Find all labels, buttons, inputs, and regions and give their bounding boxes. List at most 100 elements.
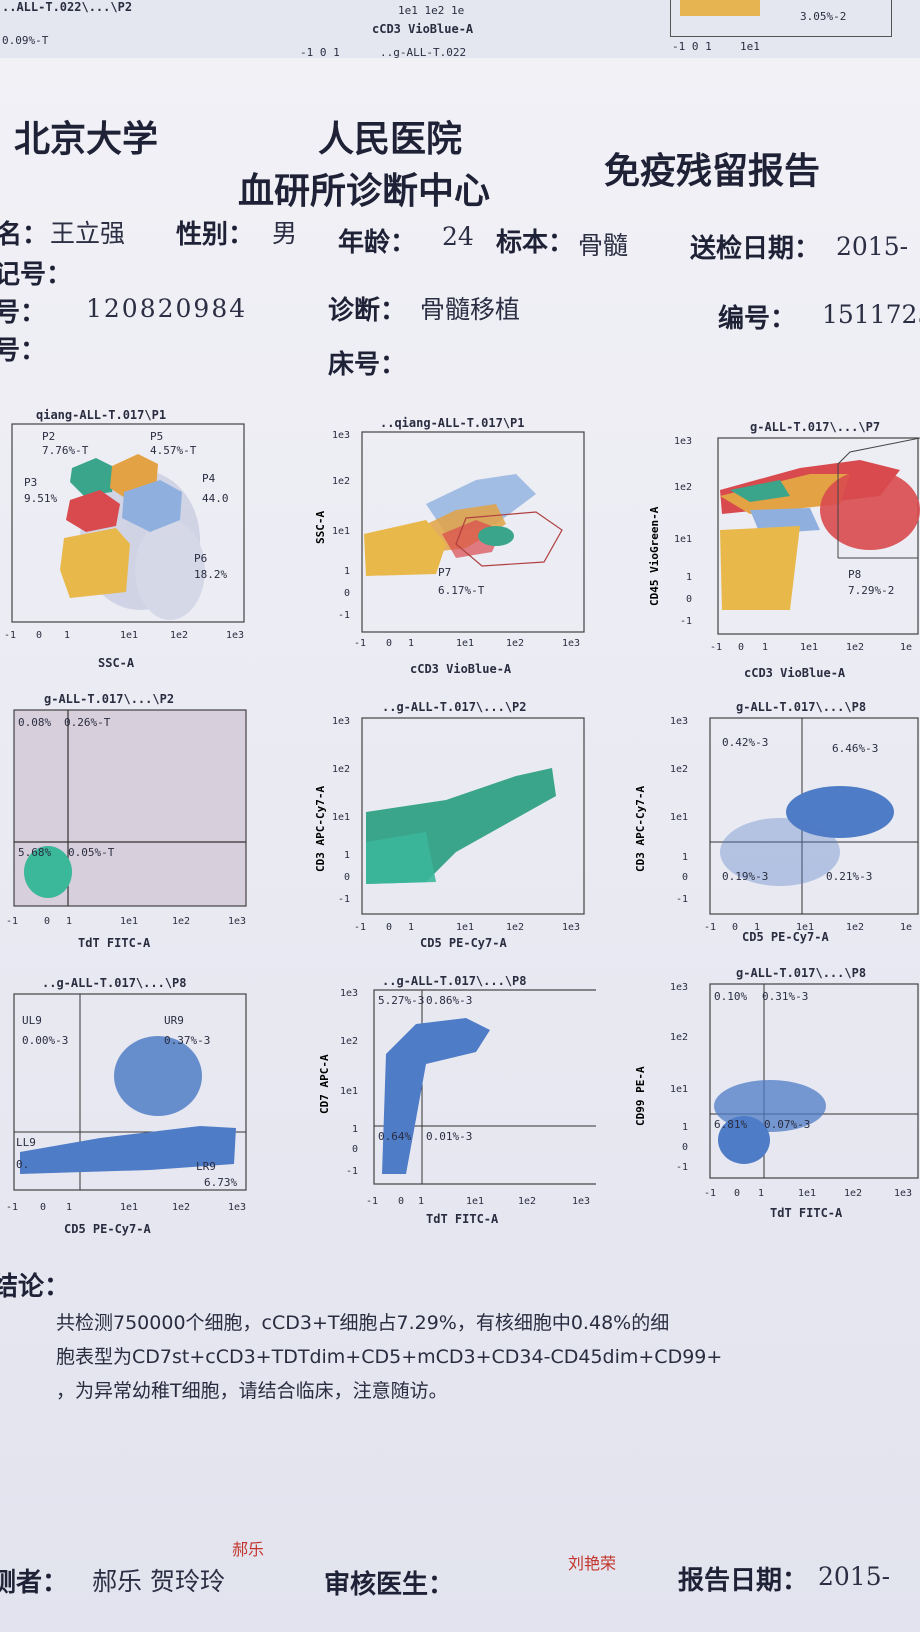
underlying-plot-frame	[670, 0, 892, 37]
plot-7-xlabel: CD5 PE-Cy7-A	[64, 1222, 151, 1236]
plot-6-ann-ul: 0.42%-3	[722, 736, 768, 749]
svg-text:-1: -1	[710, 642, 722, 653]
patient-gender: 男	[272, 219, 298, 248]
plot-8-ann-ul: 5.27%-3	[378, 994, 424, 1007]
svg-text:1e2: 1e2	[332, 476, 350, 487]
plot-6-xlabel: CD5 PE-Cy7-A	[742, 930, 829, 944]
plot-7-ann-ll9-pct: 0.	[16, 1158, 29, 1171]
plot-7-upper-cluster	[114, 1036, 202, 1116]
svg-text:-1: -1	[346, 1166, 358, 1177]
svg-text:1e2: 1e2	[670, 764, 688, 775]
underlying-plot-fragment	[680, 0, 760, 16]
svg-text:1e1: 1e1	[796, 922, 814, 933]
plot-8-population	[382, 1018, 490, 1174]
plot-1-gate-p2	[70, 458, 116, 496]
svg-text:1: 1	[344, 850, 350, 861]
underlying-tick-right: -1 0 1	[672, 40, 712, 53]
underlying-tick-left: -1 0 1	[300, 46, 340, 59]
plot-7-x-ticks: -1 0 1 1e1 1e2 1e3	[6, 1202, 246, 1213]
svg-text:0: 0	[344, 588, 350, 599]
plot-6-frame	[709, 717, 919, 915]
report-date: 2015-	[818, 1562, 891, 1591]
plot-1-x-ticks: -1 0 1 1e1 1e2 1e3	[4, 630, 244, 641]
svg-text:1e2: 1e2	[670, 1032, 688, 1043]
reviewer-label: 审核医生：	[324, 1570, 455, 1600]
plot-7-ann-lr9-pct: 6.73%	[204, 1176, 237, 1189]
svg-text:1e1: 1e1	[120, 630, 138, 641]
svg-text:1e3: 1e3	[670, 716, 688, 727]
svg-text:0: 0	[344, 872, 350, 883]
svg-text:1e3: 1e3	[674, 436, 692, 447]
svg-text:-1: -1	[680, 616, 692, 627]
plot-5-title: ..g-ALL-T.017\...\P2	[382, 700, 527, 714]
svg-text:1e3: 1e3	[894, 1188, 912, 1199]
svg-text:-1: -1	[366, 1196, 378, 1207]
underlying-plot-title: ..ALL-T.022\...\P2	[2, 0, 133, 14]
svg-text:1e2: 1e2	[518, 1196, 536, 1207]
plot-2-ylabel: SSC-A	[314, 511, 327, 544]
submit-date-label: 送检日期：	[690, 234, 821, 264]
plot-4-ann-ul: 0.08%	[18, 716, 51, 729]
plot-4-title: g-ALL-T.017\...\P2	[44, 692, 175, 706]
plot-9-ann-ur: 0.31%-3	[762, 990, 808, 1003]
plot-6-title: g-ALL-T.017\...\P8	[736, 700, 867, 714]
id-label: 号：	[0, 298, 47, 328]
plot-3-yellow-population	[720, 526, 800, 610]
svg-text:1e2: 1e2	[506, 922, 524, 933]
plot-1-ann-p6-pct: 18.2%	[194, 568, 227, 581]
plot-2-x-ticks: -1 0 1 1e1 1e2 1e3	[354, 638, 580, 649]
plot-7-title: ..g-ALL-T.017\...\P8	[42, 976, 187, 990]
plot-7-ann-ur9: UR9	[164, 1014, 184, 1027]
svg-text:-1: -1	[704, 1188, 716, 1199]
plot-8-ann-ur: 0.86%-3	[426, 994, 472, 1007]
plot-9-ylabel: CD99 PE-A	[634, 1066, 647, 1126]
svg-text:1e1: 1e1	[674, 534, 692, 545]
institute-name: 血研所诊断中心	[238, 170, 491, 212]
plot-3-title: g-ALL-T.017\...\P7	[750, 420, 881, 434]
svg-text:1e1: 1e1	[670, 1084, 688, 1095]
bed-label: 床号：	[328, 350, 407, 380]
plot-3-gate-p8	[837, 437, 920, 558]
plot-8-ann-lr: 0.01%-3	[426, 1130, 472, 1143]
svg-text:1e1: 1e1	[800, 642, 818, 653]
svg-text:1e1: 1e1	[332, 812, 350, 823]
plot-1: P2 7.76%-T P5 4.57%-T P3 9.51% P4 44.0 P…	[4, 423, 245, 641]
report-number: 1511725	[822, 300, 920, 329]
svg-text:1e3: 1e3	[562, 638, 580, 649]
svg-text:-1: -1	[6, 1202, 18, 1213]
conclusion-line-1: 共检测750000个细胞，cCD3+T细胞占7.29%，有核细胞中0.48%的细	[56, 1312, 670, 1334]
svg-text:1e1: 1e1	[466, 1196, 484, 1207]
svg-text:1e3: 1e3	[562, 922, 580, 933]
plot-3-ann-p8: P8	[848, 568, 861, 581]
svg-text:1e3: 1e3	[228, 916, 246, 927]
plot-9-title: g-ALL-T.017\...\P8	[736, 966, 867, 980]
plot-2-ann-p7: P7	[438, 566, 451, 579]
plot-3-x-ticks: -1 0 1 1e1 1e2 1e	[710, 642, 912, 653]
plot-1-ann-p2-pct: 7.76%-T	[42, 444, 89, 457]
svg-text:1: 1	[754, 922, 760, 933]
svg-text:1: 1	[682, 852, 688, 863]
svg-text:1e1: 1e1	[456, 638, 474, 649]
plot-5-ylabel: CD3 APC-Cy7-A	[314, 786, 327, 872]
plot-9-core-cluster	[718, 1116, 770, 1164]
plot-6-ann-ll: 0.19%-3	[722, 870, 768, 883]
plot-6: 1e3 1e2 1e1 1 0 -1 0.42%-3 6.46%-3 0.19%…	[634, 716, 919, 933]
plot-4-ann-ur: 0.26%-T	[64, 716, 111, 729]
plot-1-ann-p4-pct: 44.0	[202, 492, 229, 505]
svg-text:0: 0	[386, 922, 392, 933]
svg-text:1e3: 1e3	[340, 988, 358, 999]
svg-text:0: 0	[398, 1196, 404, 1207]
patient-age: 24	[442, 222, 474, 251]
number-label: 编号：	[718, 304, 797, 334]
svg-text:-1: -1	[676, 1162, 688, 1173]
plot-4-ann-lr: 0.05%-T	[68, 846, 115, 859]
svg-text:-1: -1	[338, 894, 350, 905]
plot-5-dense-core	[366, 832, 436, 884]
svg-text:1: 1	[762, 642, 768, 653]
svg-text:-1: -1	[6, 916, 18, 927]
svg-text:1e: 1e	[900, 922, 912, 933]
plot-7-frame	[13, 993, 247, 1191]
plot-2-yellow-population	[364, 520, 446, 576]
plot-8-y-ticks: 1e3 1e2 1e1 1 0 -1	[340, 988, 358, 1177]
operator-names: 郝乐 贺玲玲	[92, 1567, 225, 1596]
